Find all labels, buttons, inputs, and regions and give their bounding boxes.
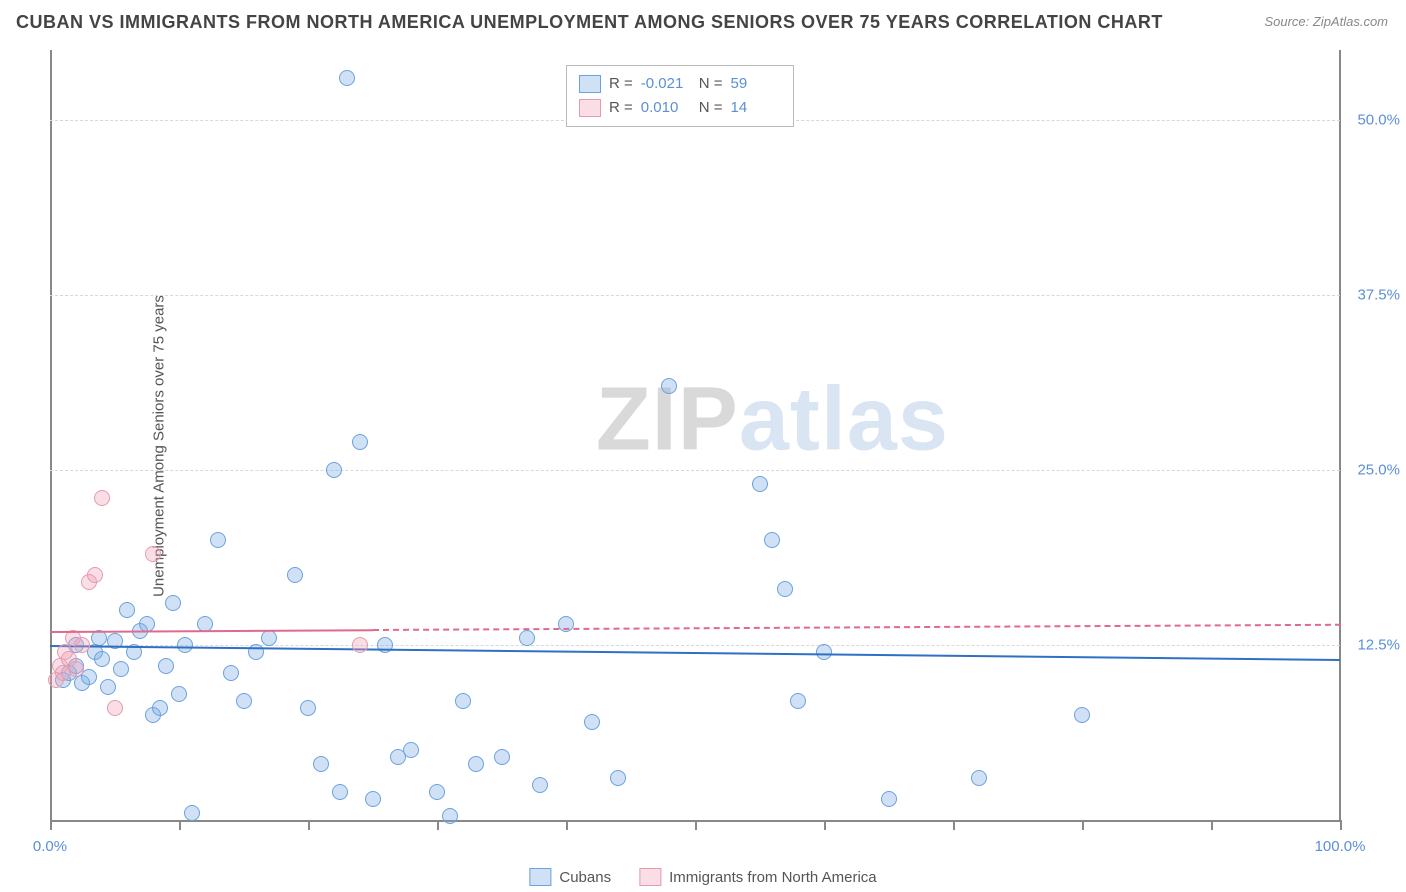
legend-item: Immigrants from North America bbox=[639, 868, 877, 886]
data-point bbox=[152, 700, 168, 716]
data-point bbox=[790, 693, 806, 709]
data-point bbox=[171, 686, 187, 702]
source-attribution: Source: ZipAtlas.com bbox=[1264, 14, 1388, 29]
x-tick bbox=[953, 820, 955, 830]
x-tick bbox=[179, 820, 181, 830]
y-axis bbox=[50, 50, 52, 820]
x-tick bbox=[308, 820, 310, 830]
data-point bbox=[100, 679, 116, 695]
data-point bbox=[403, 742, 419, 758]
data-point bbox=[177, 637, 193, 653]
data-point bbox=[326, 462, 342, 478]
data-point bbox=[119, 602, 135, 618]
x-tick bbox=[50, 820, 52, 830]
data-point bbox=[210, 532, 226, 548]
x-tick bbox=[566, 820, 568, 830]
trend-line bbox=[372, 624, 1339, 631]
data-point bbox=[532, 777, 548, 793]
grid-line bbox=[50, 645, 1340, 646]
legend-swatch bbox=[639, 868, 661, 886]
data-point bbox=[94, 490, 110, 506]
legend-r-label: R = bbox=[609, 96, 633, 120]
x-tick-label: 0.0% bbox=[33, 838, 67, 855]
x-tick bbox=[1082, 820, 1084, 830]
data-point bbox=[752, 476, 768, 492]
data-point bbox=[145, 546, 161, 562]
legend-n-value: 14 bbox=[731, 96, 781, 120]
data-point bbox=[287, 567, 303, 583]
data-point bbox=[313, 756, 329, 772]
data-point bbox=[339, 70, 355, 86]
x-tick-label: 100.0% bbox=[1315, 838, 1366, 855]
data-point bbox=[223, 665, 239, 681]
legend-label: Cubans bbox=[559, 869, 611, 886]
x-tick bbox=[824, 820, 826, 830]
data-point bbox=[352, 637, 368, 653]
y-tick-label: 25.0% bbox=[1357, 462, 1400, 479]
plot-area: ZIPatlas 12.5%25.0%37.5%50.0%0.0%100.0%R… bbox=[50, 50, 1340, 820]
data-point bbox=[971, 770, 987, 786]
grid-line bbox=[50, 470, 1340, 471]
legend-bottom: Cubans Immigrants from North America bbox=[529, 868, 876, 886]
data-point bbox=[494, 749, 510, 765]
watermark-atlas: atlas bbox=[739, 369, 949, 469]
legend-swatch bbox=[579, 75, 601, 93]
data-point bbox=[261, 630, 277, 646]
x-tick bbox=[695, 820, 697, 830]
data-point bbox=[881, 791, 897, 807]
grid-line bbox=[50, 295, 1340, 296]
data-point bbox=[184, 805, 200, 821]
data-point bbox=[764, 532, 780, 548]
x-tick bbox=[1340, 820, 1342, 830]
legend-label: Immigrants from North America bbox=[669, 869, 877, 886]
data-point bbox=[816, 644, 832, 660]
data-point bbox=[74, 637, 90, 653]
legend-n-label: N = bbox=[699, 72, 723, 96]
data-point bbox=[455, 693, 471, 709]
y-tick-label: 37.5% bbox=[1357, 287, 1400, 304]
data-point bbox=[236, 693, 252, 709]
trend-line bbox=[50, 645, 1340, 661]
data-point bbox=[352, 434, 368, 450]
legend-row: R = 0.010 N = 14 bbox=[579, 96, 781, 120]
x-tick bbox=[1211, 820, 1213, 830]
data-point bbox=[519, 630, 535, 646]
y-tick-label: 12.5% bbox=[1357, 637, 1400, 654]
data-point bbox=[87, 567, 103, 583]
data-point bbox=[107, 700, 123, 716]
legend-n-label: N = bbox=[699, 96, 723, 120]
legend-r-value: -0.021 bbox=[641, 72, 691, 96]
data-point bbox=[661, 378, 677, 394]
data-point bbox=[365, 791, 381, 807]
data-point bbox=[332, 784, 348, 800]
data-point bbox=[429, 784, 445, 800]
data-point bbox=[68, 661, 84, 677]
data-point bbox=[113, 661, 129, 677]
legend-row: R = -0.021 N = 59 bbox=[579, 72, 781, 96]
legend-item: Cubans bbox=[529, 868, 611, 886]
chart-title: CUBAN VS IMMIGRANTS FROM NORTH AMERICA U… bbox=[16, 12, 1163, 33]
data-point bbox=[468, 756, 484, 772]
x-tick bbox=[437, 820, 439, 830]
data-point bbox=[94, 651, 110, 667]
data-point bbox=[442, 808, 458, 824]
data-point bbox=[165, 595, 181, 611]
legend-r-label: R = bbox=[609, 72, 633, 96]
legend-swatch bbox=[579, 99, 601, 117]
y-tick-label: 50.0% bbox=[1357, 112, 1400, 129]
data-point bbox=[158, 658, 174, 674]
legend-r-value: 0.010 bbox=[641, 96, 691, 120]
watermark: ZIPatlas bbox=[596, 368, 949, 471]
data-point bbox=[584, 714, 600, 730]
data-point bbox=[610, 770, 626, 786]
legend-swatch bbox=[529, 868, 551, 886]
legend-correlation: R = -0.021 N = 59 R = 0.010 N = 14 bbox=[566, 65, 794, 127]
data-point bbox=[1074, 707, 1090, 723]
data-point bbox=[777, 581, 793, 597]
data-point bbox=[300, 700, 316, 716]
legend-n-value: 59 bbox=[731, 72, 781, 96]
y-axis-right bbox=[1339, 50, 1341, 820]
trend-line bbox=[50, 629, 373, 633]
